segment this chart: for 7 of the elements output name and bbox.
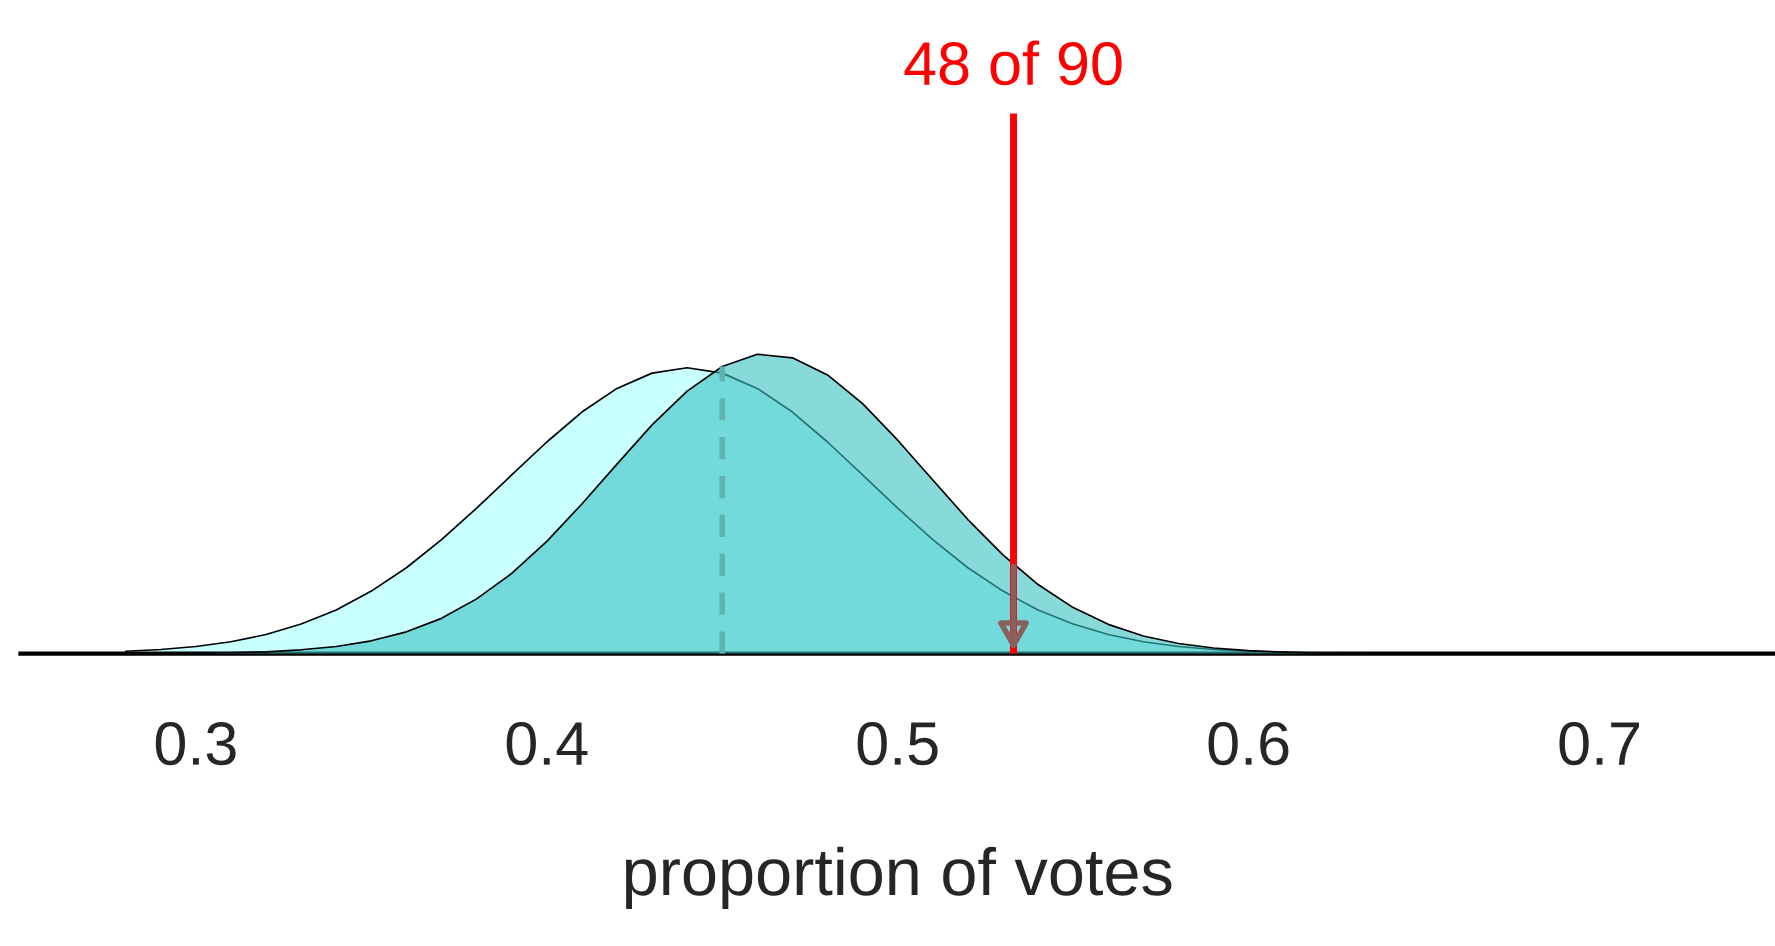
x-tick-label: 0.3 — [155, 721, 236, 766]
x-tick-label: 0.6 — [1208, 721, 1289, 766]
x-tick-label: 0.4 — [506, 721, 588, 766]
x-axis-title: proportion of votes — [625, 846, 1172, 909]
x-tick-label: 0.7 — [1559, 721, 1639, 766]
ref-line-label: 48 of 90 — [904, 40, 1122, 86]
x-tick-label: 0.5 — [857, 721, 938, 766]
